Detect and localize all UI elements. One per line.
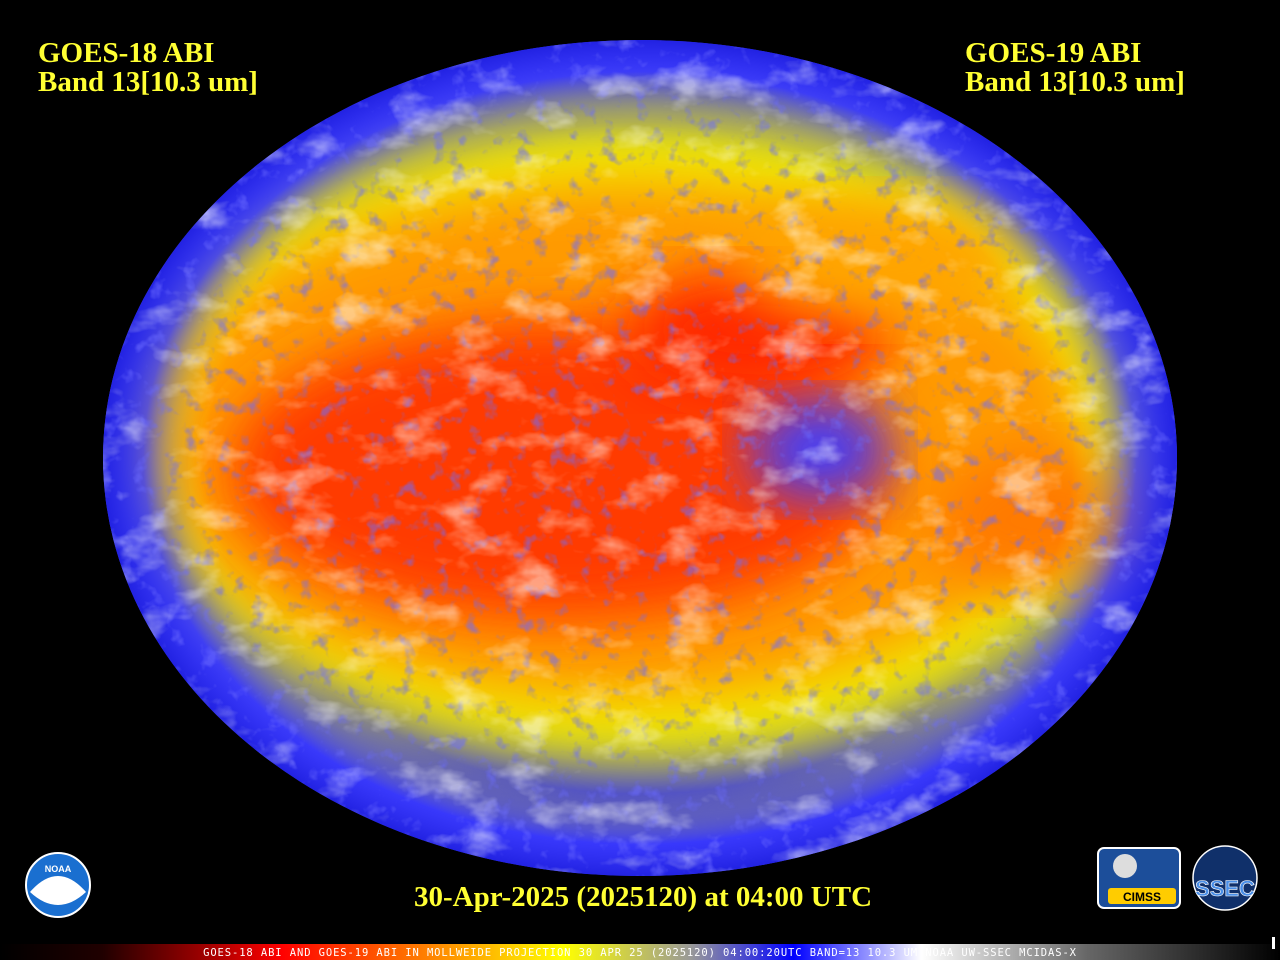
right-title: GOES-19 ABI bbox=[965, 37, 1141, 69]
noaa-text: NOAA bbox=[45, 864, 72, 874]
cimss-banner bbox=[1108, 888, 1176, 904]
color-bar bbox=[0, 944, 1280, 960]
globe-image bbox=[103, 40, 1177, 876]
right-band: Band 13[10.3 um] bbox=[965, 66, 1185, 98]
cimss-dish bbox=[1113, 854, 1137, 878]
ssec-disc bbox=[1192, 845, 1258, 911]
cloud-texture bbox=[103, 40, 1177, 876]
left-band: Band 13[10.3 um] bbox=[38, 66, 258, 98]
noaa-bird bbox=[30, 876, 86, 905]
cimss-text: CIMSS bbox=[1123, 890, 1161, 904]
ssec-logo: SSEC bbox=[1192, 845, 1258, 911]
timestamp: 30-Apr-2025 (2025120) at 04:00 UTC bbox=[414, 881, 872, 913]
ssec-text: SSEC bbox=[1195, 876, 1255, 901]
cimss-logo: CIMSS bbox=[1097, 847, 1181, 909]
footer-caption: GOES-18 ABI AND GOES-19 ABI IN MOLLWEIDE… bbox=[203, 947, 1077, 959]
corner-marker bbox=[1272, 937, 1275, 949]
noaa-logo: NOAA bbox=[25, 852, 91, 918]
left-title: GOES-18 ABI bbox=[38, 37, 214, 69]
